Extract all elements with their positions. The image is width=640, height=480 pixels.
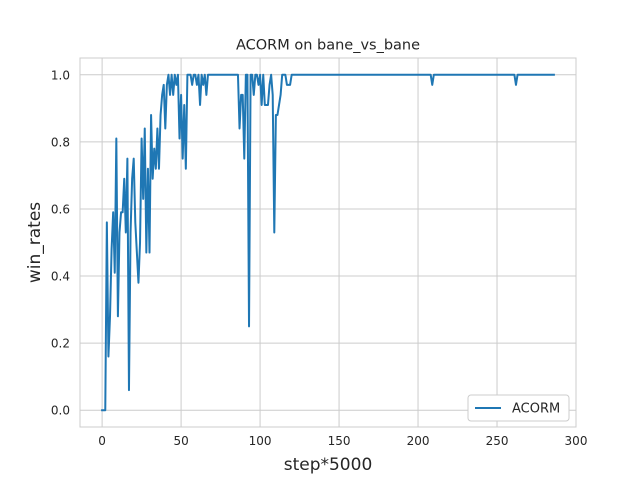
x-axis-ticks: 0 50 100 150 200 250 300 (98, 434, 587, 448)
y-tick-label: 0.6 (51, 202, 70, 216)
x-tick-label: 100 (249, 434, 272, 448)
grid (80, 58, 577, 427)
y-axis-label: win_rates (25, 202, 45, 283)
x-tick-label: 250 (486, 434, 509, 448)
legend-label-acorm: ACORM (512, 402, 560, 417)
legend: ACORM (467, 394, 570, 422)
series-line-acorm (101, 73, 555, 412)
x-tick-label: 150 (328, 434, 351, 448)
y-tick-label: 0.0 (51, 404, 70, 418)
plot-frame (79, 57, 577, 428)
chart-title: ACORM on bane_vs_bane (236, 38, 420, 54)
legend-box (467, 394, 570, 422)
series-layer (101, 73, 555, 412)
y-axis-ticks: 0.0 0.2 0.4 0.6 0.8 1.0 (51, 68, 70, 417)
y-tick-label: 0.2 (51, 337, 70, 351)
x-tick-label: 0 (98, 434, 106, 448)
y-tick-label: 0.8 (51, 135, 70, 149)
x-axis-label: step*5000 (284, 455, 373, 475)
x-tick-label: 50 (173, 434, 188, 448)
x-tick-label: 200 (407, 434, 430, 448)
y-tick-label: 1.0 (51, 68, 70, 82)
x-tick-label: 300 (565, 434, 588, 448)
y-tick-label: 0.4 (51, 270, 70, 284)
